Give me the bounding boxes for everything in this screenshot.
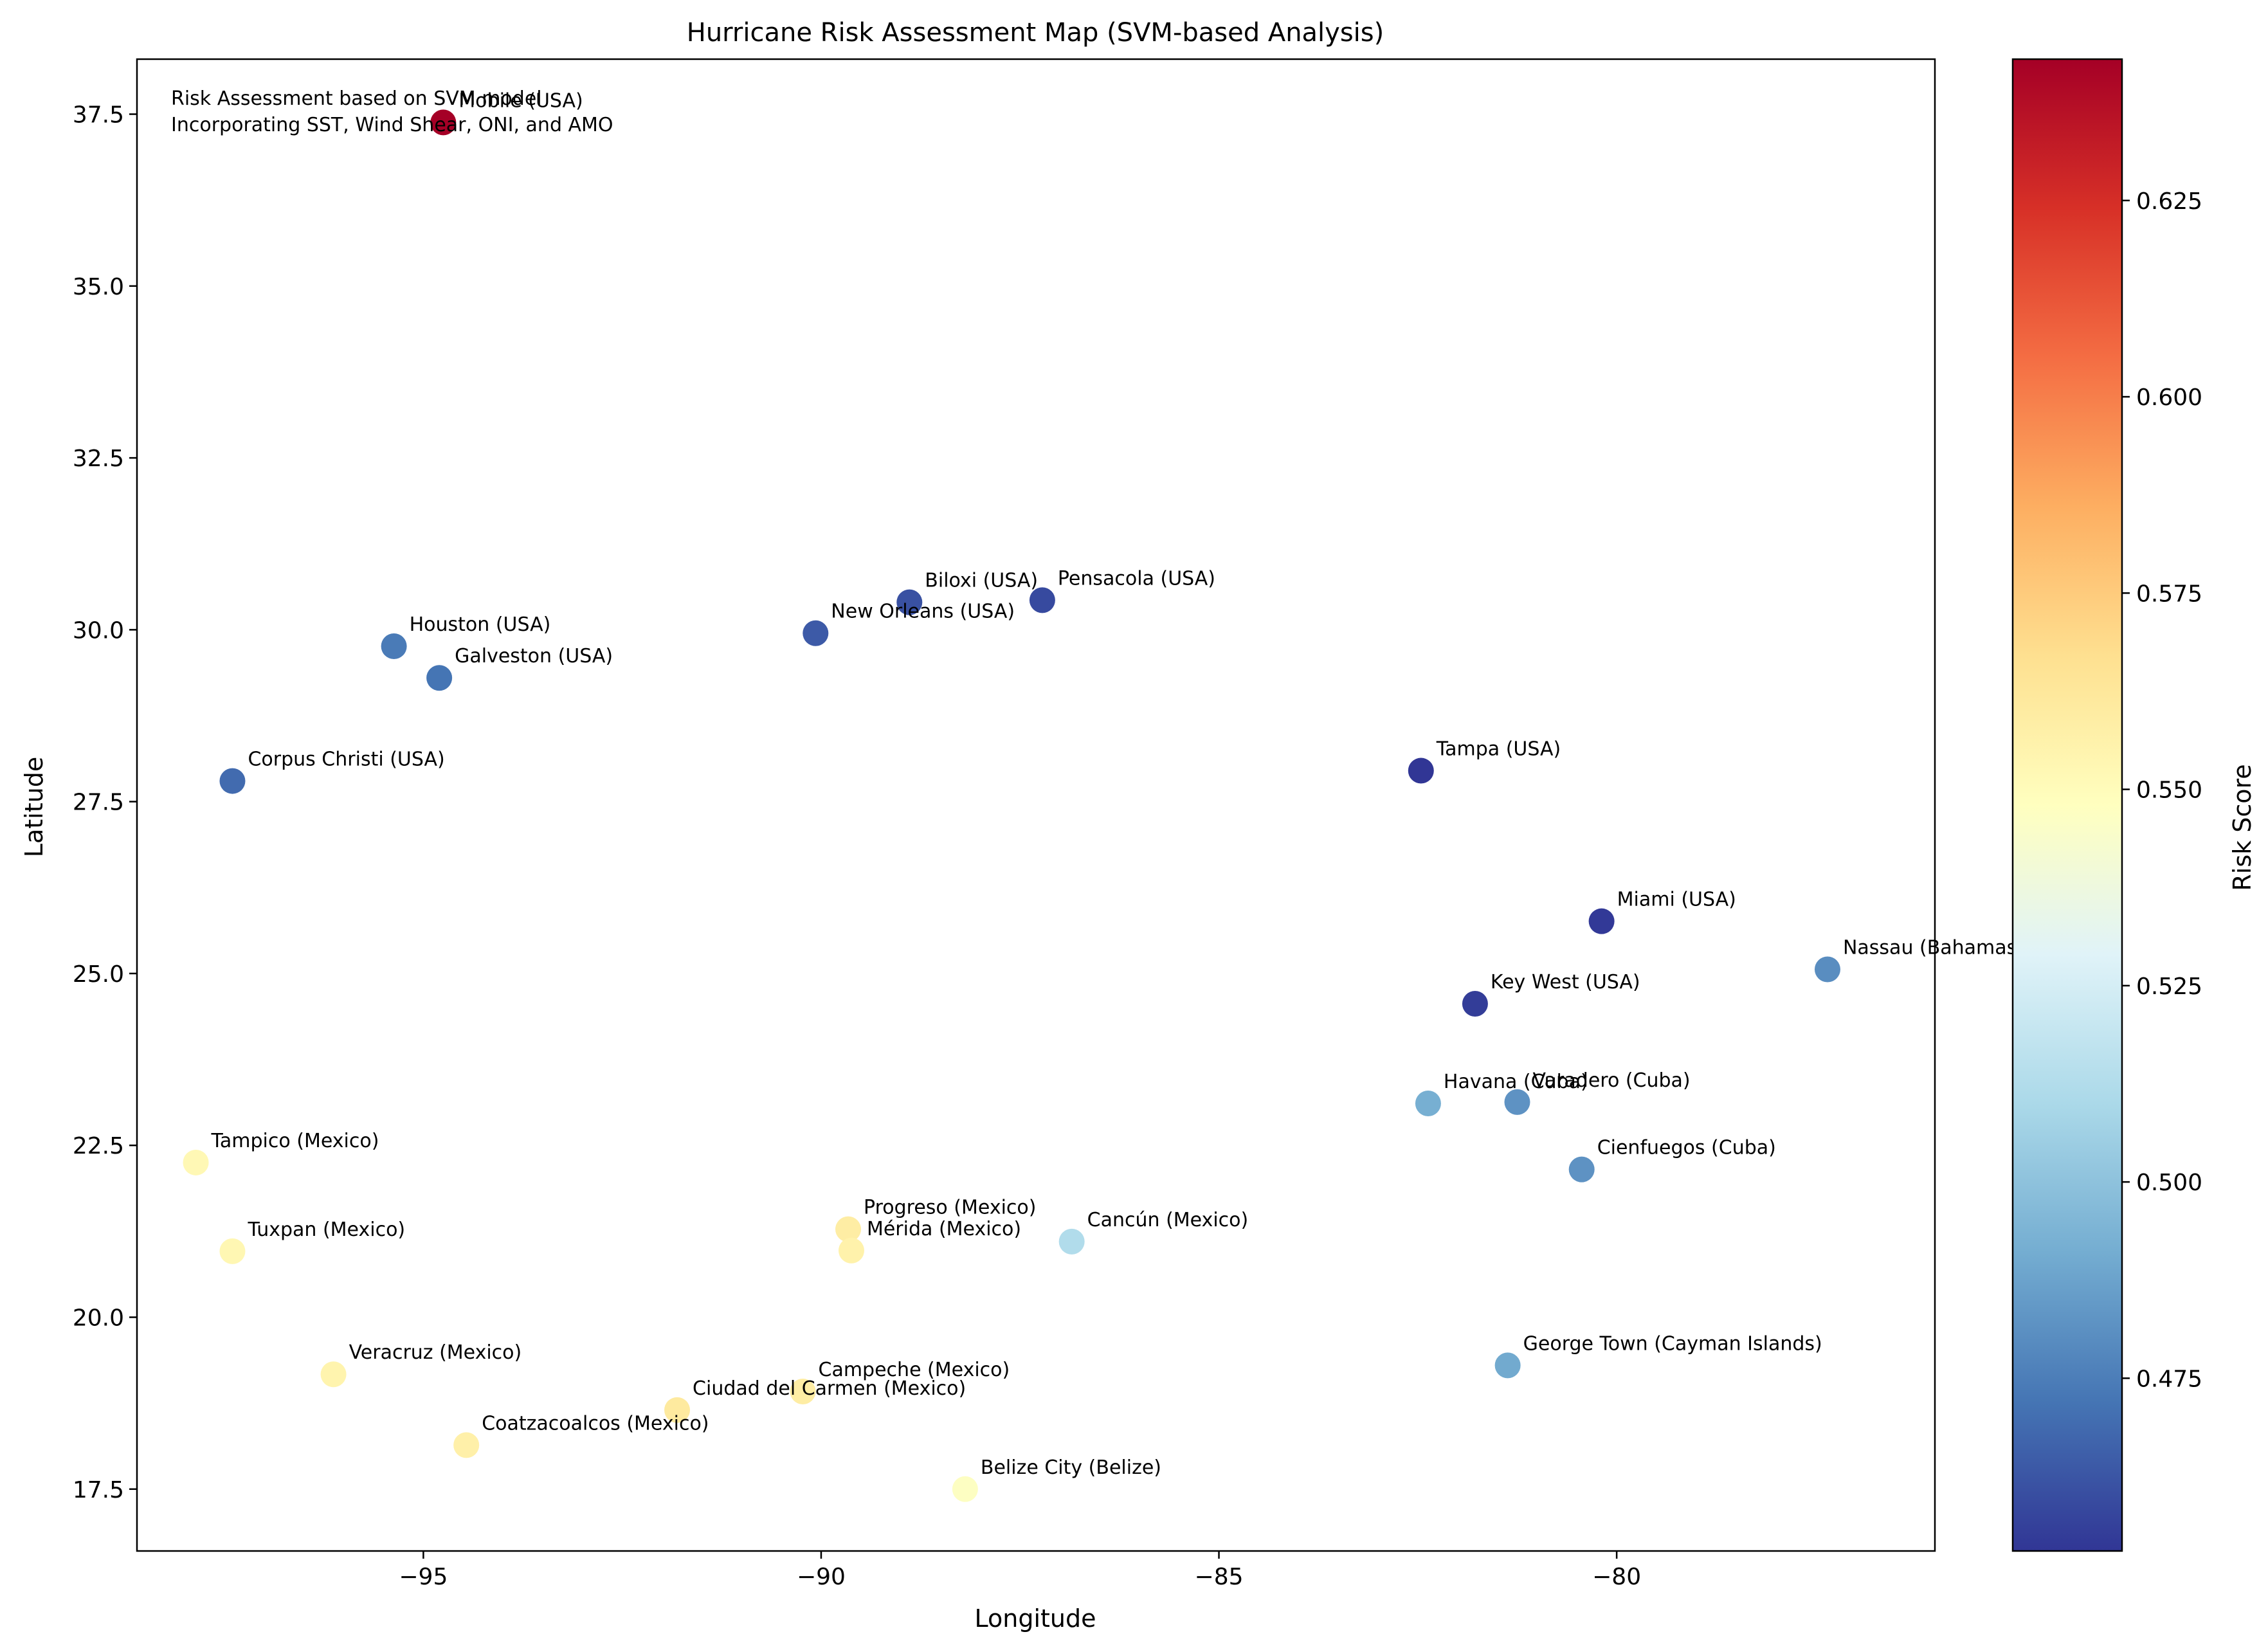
- point-label: Corpus Christi (USA): [248, 748, 444, 771]
- x-tick-label: −90: [797, 1564, 846, 1590]
- y-tick-label: 30.0: [73, 617, 124, 644]
- y-axis-label: Latitude: [20, 757, 48, 857]
- point-marker: [1588, 908, 1615, 934]
- point-labels-layer: Mobile (USA) Biloxi (USA) Pensacola (USA) N…: [211, 89, 2024, 1478]
- point-label: Biloxi (USA): [925, 570, 1038, 592]
- point-label: Tampa (USA): [1436, 738, 1561, 761]
- point-marker: [1568, 1156, 1595, 1183]
- x-tick-label: −95: [399, 1564, 448, 1590]
- colorbar-gradient: [2011, 58, 2123, 1552]
- y-tick-label: 25.0: [73, 961, 124, 988]
- point-label: Miami (USA): [1617, 889, 1736, 911]
- y-tick-label: 17.5: [73, 1477, 124, 1503]
- point-label: Cienfuegos (Cuba): [1597, 1137, 1776, 1159]
- x-tick-label: −85: [1195, 1564, 1244, 1590]
- y-tick-label: 20.0: [73, 1305, 124, 1331]
- annotation-line-1: Risk Assessment based on SVM model: [171, 87, 542, 110]
- points-layer: [183, 109, 1840, 1502]
- colorbar: 0.475 0.500 0.525 0.550 0.575 0.600 0.625: [2011, 58, 2202, 1552]
- point-marker: [838, 1237, 864, 1264]
- colorbar-tick-label: 0.550: [2136, 777, 2202, 804]
- point-label: Pensacola (USA): [1058, 567, 1215, 590]
- point-marker: [430, 109, 457, 136]
- point-label: Veracruz (Mexico): [349, 1341, 522, 1364]
- colorbar-tick-label: 0.475: [2136, 1366, 2202, 1392]
- annotation-line-2: Incorporating SST, Wind Shear, ONI, and …: [171, 114, 613, 136]
- point-marker: [426, 665, 453, 691]
- axes-layer: −95 −90 −85 −80 17.5 20.0 22.5 25.0 27.5 30.0 32.5…: [73, 58, 1936, 1590]
- point-label: Progreso (Mexico): [864, 1197, 1036, 1219]
- point-label: Varadero (Cuba): [1532, 1069, 1690, 1092]
- point-marker: [453, 1432, 480, 1458]
- plot-frame: [136, 58, 1936, 1552]
- point-label: Ciudad del Carmen (Mexico): [693, 1377, 966, 1400]
- point-marker: [790, 1378, 816, 1404]
- point-marker: [1462, 990, 1488, 1017]
- point-label: Cancún (Mexico): [1087, 1209, 1249, 1231]
- point-label: Belize City (Belize): [981, 1456, 1161, 1479]
- point-label: Key West (USA): [1491, 971, 1640, 993]
- point-label: George Town (Cayman Islands): [1523, 1332, 1822, 1355]
- y-tick-label: 22.5: [73, 1133, 124, 1159]
- y-tick-label: 37.5: [73, 102, 124, 129]
- point-marker: [320, 1361, 347, 1388]
- point-marker: [381, 633, 407, 660]
- y-tick-label: 32.5: [73, 446, 124, 472]
- colorbar-tick-label: 0.625: [2136, 188, 2202, 215]
- point-label: Campeche (Mexico): [819, 1359, 1010, 1381]
- point-label: Galveston (USA): [455, 645, 613, 667]
- point-marker: [803, 620, 829, 646]
- colorbar-label: Risk Score: [2228, 764, 2256, 891]
- point-label: Mérida (Mexico): [867, 1218, 1021, 1240]
- colorbar-tick-label: 0.600: [2136, 385, 2202, 411]
- colorbar-tick-label: 0.500: [2136, 1170, 2202, 1196]
- point-label: Nassau (Bahamas): [1843, 937, 2024, 959]
- point-marker: [1504, 1089, 1530, 1115]
- point-marker: [219, 768, 246, 794]
- point-label: Tampico (Mexico): [211, 1130, 379, 1152]
- point-label: Havana (Cuba): [1444, 1071, 1588, 1093]
- colorbar-tick-label: 0.575: [2136, 581, 2202, 607]
- point-marker: [952, 1476, 978, 1502]
- x-axis-label: Longitude: [975, 1604, 1096, 1633]
- point-marker: [664, 1397, 691, 1423]
- y-tick-label: 27.5: [73, 790, 124, 816]
- x-tick-label: −80: [1592, 1564, 1641, 1590]
- point-marker: [1058, 1228, 1085, 1255]
- point-marker: [219, 1238, 246, 1264]
- point-label: Coatzacoalcos (Mexico): [482, 1412, 709, 1435]
- point-label: Tuxpan (Mexico): [247, 1219, 405, 1241]
- point-label: Houston (USA): [410, 613, 551, 636]
- point-marker: [1408, 757, 1434, 784]
- point-marker: [1415, 1091, 1441, 1116]
- point-label: Mobile (USA): [458, 89, 583, 112]
- point-marker: [1814, 956, 1840, 983]
- point-marker: [835, 1216, 862, 1242]
- point-marker: [896, 589, 923, 615]
- point-marker: [183, 1149, 209, 1175]
- point-marker: [1494, 1352, 1521, 1379]
- y-tick-label: 35.0: [73, 274, 124, 300]
- colorbar-tick-label: 0.525: [2136, 974, 2202, 1000]
- point-label: New Orleans (USA): [831, 601, 1015, 623]
- point-marker: [1029, 587, 1055, 613]
- chart-title: Hurricane Risk Assessment Map (SVM-based…: [687, 18, 1384, 48]
